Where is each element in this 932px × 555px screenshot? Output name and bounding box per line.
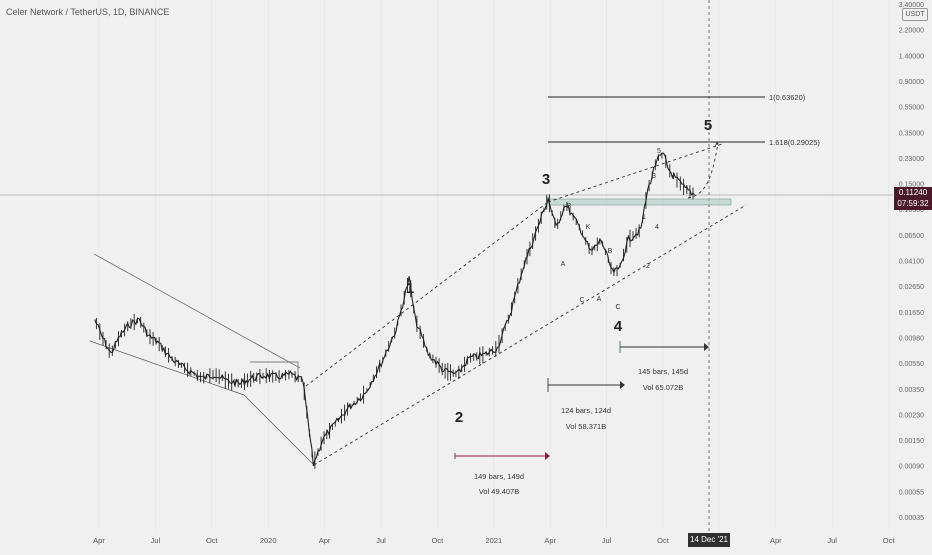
price-tick-label: 0.00230 <box>899 412 924 419</box>
price-tick-label: 0.06500 <box>899 233 924 240</box>
price-tick-label: 0.00980 <box>899 335 924 342</box>
measure-3-vol: Vol 65.072B <box>643 383 683 392</box>
time-tick-label: Apr <box>770 536 782 545</box>
time-tick-label: Oct <box>883 536 896 545</box>
trend-channels <box>89 142 747 466</box>
wave-label-5: 5 <box>704 117 712 134</box>
symbol-title: Celer Network / TetherUS, 1D, BINANCE <box>6 7 170 17</box>
price-tick-label: 2.20000 <box>899 28 924 35</box>
time-tick-label: Oct <box>206 536 219 545</box>
wave-label-2: 2 <box>455 409 463 426</box>
fib-zone-box <box>547 198 732 206</box>
sub-label-k: K <box>586 224 591 231</box>
time-tick-label: Jul <box>376 536 386 545</box>
price-tick-label: 0.90000 <box>899 79 924 86</box>
current-price-value: 0.11240 <box>898 188 928 197</box>
price-tick-label: 0.01650 <box>899 310 924 317</box>
sub-label-s1: 1 <box>642 214 646 221</box>
sub-label-a1: A <box>561 261 566 268</box>
time-tick-label: Jul <box>827 536 837 545</box>
time-tick-label: Oct <box>657 536 670 545</box>
price-tick-label: 0.35000 <box>899 130 924 137</box>
price-tick-label: 0.00055 <box>899 489 924 496</box>
measure-2-bars: 124 bars, 124d <box>561 406 611 415</box>
sub-label-c1: C <box>579 297 584 304</box>
price-tick-label: 0.00350 <box>899 387 924 394</box>
time-tick-label: Apr <box>319 536 331 545</box>
price-tick-label: 0.00550 <box>899 361 924 368</box>
sub-label-s5: 5 <box>657 148 661 155</box>
measure-1-bars: 149 bars, 149d <box>474 472 524 481</box>
price-tick-label: 0.00090 <box>899 464 924 471</box>
target-marker: × <box>714 139 720 150</box>
wave-label-4: 4 <box>614 318 623 335</box>
sub-label-s2: 2 <box>646 263 650 270</box>
currency-badge[interactable]: USDT <box>902 8 928 21</box>
price-tick-label: 0.00035 <box>899 515 924 522</box>
measurement-arrows[interactable] <box>454 341 709 460</box>
grid <box>98 0 889 530</box>
price-tick-label: 0.10300 <box>899 207 924 214</box>
sub-label-s3: 3 <box>652 173 656 180</box>
price-tick-label: 0.15000 <box>899 182 924 189</box>
sub-label-s4: 4 <box>655 224 659 231</box>
candle-countdown: 07:59:32 <box>897 199 929 208</box>
wave-label-3: 3 <box>542 171 550 188</box>
time-tick-label: Apr <box>544 536 556 545</box>
price-tick-label: 1.40000 <box>899 53 924 60</box>
measure-2-vol: Vol 58.371B <box>566 422 606 431</box>
sub-label-b1: B <box>567 203 572 210</box>
time-tick-label: 2021 <box>485 536 502 545</box>
price-tick-label: 0.23000 <box>899 156 924 163</box>
time-tick-label: Oct <box>432 536 445 545</box>
crosshair-date-tag: 14 Dec '21 <box>688 533 730 547</box>
price-tick-label: 0.04100 <box>899 259 924 266</box>
time-tick-label: Jul <box>602 536 612 545</box>
price-tick-label: 0.02650 <box>899 284 924 291</box>
price-series <box>94 152 695 469</box>
time-axis: AprJulOct2020AprJulOct2021AprJulOctJanAp… <box>93 536 895 545</box>
price-axis: 3.40000 2.20000 1.40000 0.90000 0.55000 0.350… <box>899 2 924 522</box>
price-tick-label: 0.00150 <box>899 438 924 445</box>
fib-label-1: 1(0.63620) <box>769 93 806 102</box>
time-tick-label: 2020 <box>260 536 277 545</box>
sub-label-b2: B <box>608 248 613 255</box>
time-tick-label: Jul <box>151 536 161 545</box>
fib-label-1618: 1.618(0.29025) <box>769 138 820 147</box>
wave-label-1: 1 <box>406 280 414 297</box>
measure-3-bars: 145 bars, 145d <box>638 367 688 376</box>
measure-1-vol: Vol 49.407B <box>479 487 519 496</box>
sub-label-c2: C <box>615 304 620 311</box>
current-price-tag: 0.11240 07:59:32 <box>894 187 932 210</box>
sub-label-a2: A <box>597 296 602 303</box>
price-tick-label: 0.55000 <box>899 105 924 112</box>
price-tick-label: 3.40000 <box>899 2 924 9</box>
time-tick-label: Apr <box>93 536 105 545</box>
